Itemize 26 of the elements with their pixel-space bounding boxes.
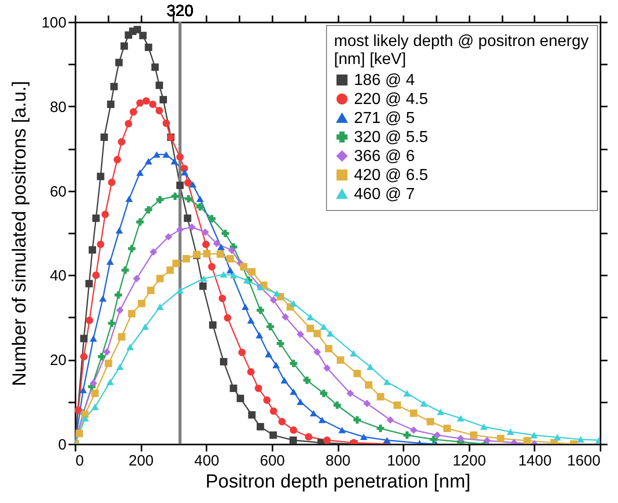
x-tick-label: 1600: [567, 452, 600, 470]
legend-label: 220 @ 4.5: [354, 91, 428, 108]
x-axis-title: Positron depth penetration [nm]: [205, 472, 471, 492]
x-tick-label: 1200: [452, 452, 486, 470]
y-axis-title: Number of simulated positrons [a.u.]: [9, 80, 30, 386]
x-tick-label: 1000: [386, 452, 420, 470]
legend-label: 420 @ 6.5: [354, 167, 428, 184]
x-tick-label: 1400: [518, 452, 552, 470]
legend-label: 320 @ 5.5: [354, 129, 428, 146]
y-tick-label: 20: [50, 352, 66, 370]
x-tick-label: 200: [128, 452, 154, 470]
legend-label: 460 @ 7: [354, 186, 415, 203]
ref-line-label: 320: [166, 3, 194, 20]
y-tick-label: 40: [50, 268, 66, 285]
legend-title: most likely depth @ positron energy [nm] [keV]: [334, 33, 589, 68]
x-tick-label: 800: [325, 452, 351, 470]
y-tick-label: 0: [58, 436, 66, 454]
legend-label: 366 @ 6: [354, 148, 415, 165]
y-tick-label: 60: [50, 183, 66, 200]
legend-label: 186 @ 4: [354, 72, 415, 89]
x-tick-label: 0: [76, 452, 84, 470]
x-tick-label: 400: [194, 452, 220, 470]
x-tick-label: 600: [260, 452, 285, 470]
legend-label: 271 @ 5: [354, 110, 415, 127]
y-tick-label: 100: [41, 14, 66, 32]
y-tick-label: 80: [50, 98, 66, 116]
